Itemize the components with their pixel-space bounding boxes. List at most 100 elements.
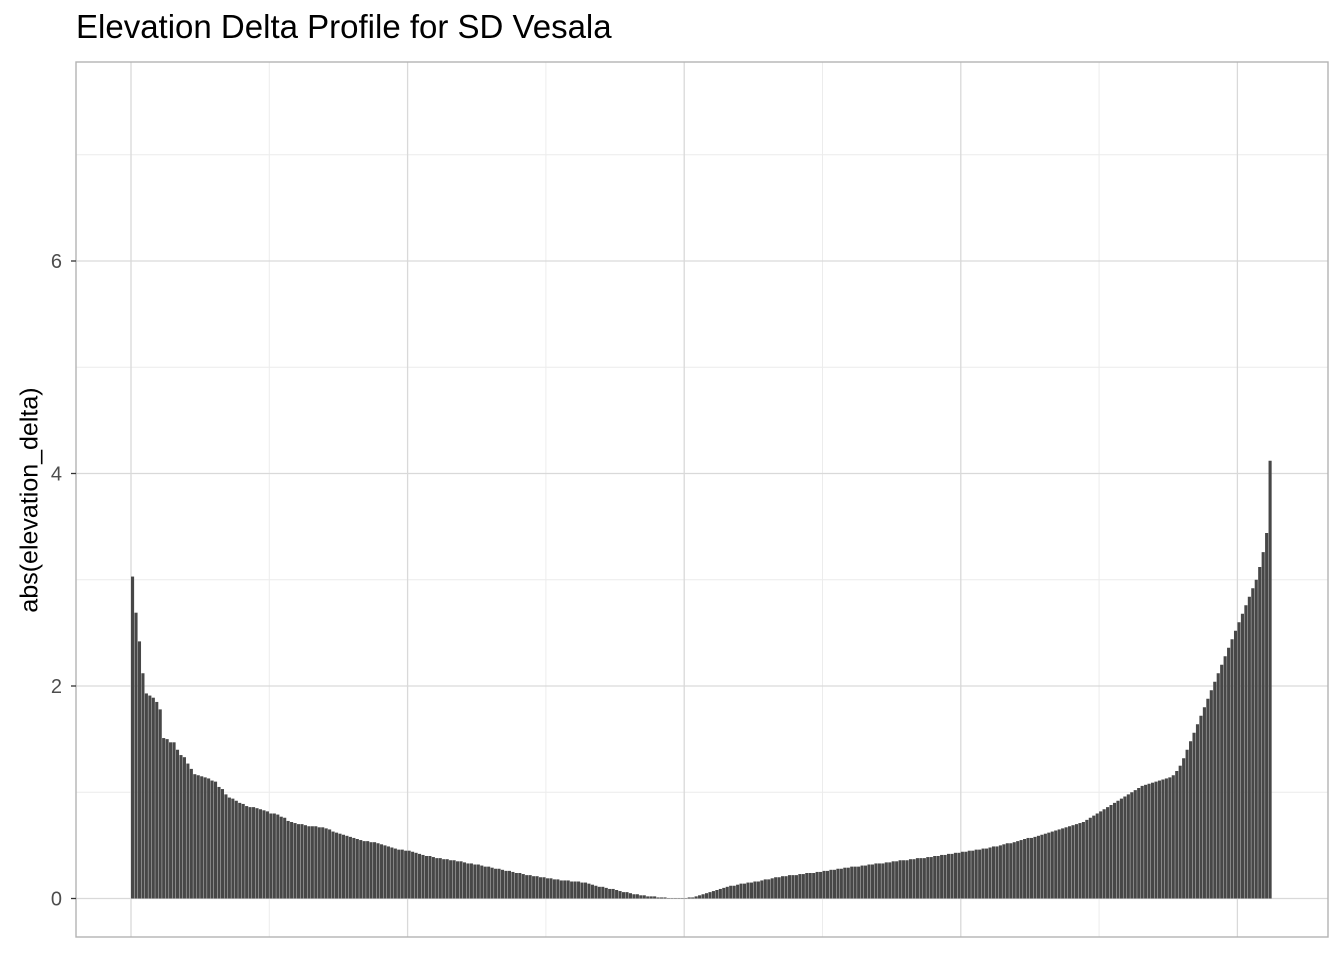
bar bbox=[615, 890, 619, 899]
bar bbox=[362, 841, 366, 899]
bar bbox=[559, 880, 563, 899]
bar bbox=[1019, 840, 1023, 899]
bar bbox=[974, 849, 978, 899]
bar bbox=[538, 877, 543, 899]
bar bbox=[234, 800, 238, 899]
bar bbox=[379, 844, 384, 899]
bar bbox=[760, 880, 764, 899]
bar bbox=[196, 775, 200, 899]
bar bbox=[563, 880, 567, 899]
bar bbox=[794, 875, 798, 899]
bar bbox=[462, 862, 467, 899]
bar bbox=[642, 895, 646, 899]
bar bbox=[601, 886, 605, 899]
bar bbox=[525, 875, 529, 899]
bar bbox=[864, 865, 868, 899]
bar bbox=[390, 847, 394, 899]
bar bbox=[507, 870, 511, 899]
bar bbox=[812, 873, 816, 899]
bar bbox=[494, 868, 498, 899]
bar bbox=[137, 641, 142, 899]
bar bbox=[210, 780, 214, 899]
bar bbox=[1023, 839, 1027, 899]
bar bbox=[960, 851, 964, 899]
bar bbox=[1112, 802, 1117, 899]
bar bbox=[1016, 841, 1020, 899]
bar bbox=[290, 822, 294, 899]
bar bbox=[1220, 664, 1224, 899]
bar bbox=[943, 854, 947, 899]
bar bbox=[628, 893, 632, 899]
bar bbox=[1240, 613, 1244, 899]
bar bbox=[1068, 826, 1072, 899]
bar bbox=[303, 825, 307, 899]
bar bbox=[542, 877, 546, 899]
bar bbox=[1213, 681, 1217, 899]
bar bbox=[476, 864, 480, 899]
bar bbox=[134, 612, 138, 899]
bar bbox=[832, 869, 836, 899]
bar bbox=[1175, 771, 1179, 899]
bar bbox=[241, 803, 245, 899]
bar bbox=[691, 897, 695, 899]
bar bbox=[573, 881, 577, 899]
bar bbox=[940, 854, 944, 899]
bar bbox=[310, 826, 314, 899]
bar bbox=[884, 862, 888, 899]
bar bbox=[1061, 828, 1065, 899]
bar bbox=[1095, 813, 1099, 899]
bar bbox=[483, 866, 487, 899]
bar bbox=[172, 742, 176, 899]
bar bbox=[307, 826, 311, 899]
bar bbox=[1258, 567, 1262, 899]
bar bbox=[500, 869, 505, 899]
bar bbox=[1237, 622, 1241, 899]
bar bbox=[283, 817, 287, 899]
bar bbox=[888, 862, 892, 899]
bar bbox=[953, 852, 958, 899]
bar bbox=[252, 807, 256, 899]
bar bbox=[1244, 605, 1248, 899]
bar bbox=[442, 859, 446, 899]
bar bbox=[1071, 825, 1075, 899]
bar bbox=[317, 827, 321, 899]
bar bbox=[839, 868, 843, 899]
bar bbox=[411, 851, 415, 899]
bar bbox=[532, 876, 536, 899]
bar bbox=[203, 777, 207, 899]
bar bbox=[1036, 835, 1040, 899]
bar bbox=[276, 814, 280, 899]
bar bbox=[487, 866, 491, 899]
bar bbox=[182, 757, 186, 899]
bar bbox=[632, 894, 636, 899]
bar bbox=[639, 895, 643, 899]
bar bbox=[846, 867, 850, 899]
bar bbox=[352, 837, 356, 899]
bar bbox=[822, 870, 826, 899]
bar bbox=[701, 894, 705, 899]
bar bbox=[1005, 843, 1009, 899]
bar bbox=[736, 884, 740, 899]
bar bbox=[1230, 639, 1234, 899]
minor-gridlines bbox=[76, 62, 1328, 937]
bar bbox=[971, 850, 975, 899]
bar bbox=[1054, 830, 1058, 899]
bar bbox=[376, 843, 380, 899]
bar bbox=[1168, 777, 1172, 899]
bar bbox=[445, 859, 449, 899]
bar bbox=[708, 892, 712, 899]
bar bbox=[338, 833, 342, 899]
bar bbox=[213, 781, 218, 899]
bar bbox=[535, 876, 539, 899]
bar bbox=[663, 897, 667, 899]
bar bbox=[625, 892, 629, 899]
y-tick-label: 4 bbox=[51, 464, 62, 486]
bar bbox=[179, 755, 183, 899]
bar bbox=[1050, 831, 1054, 899]
bar bbox=[272, 813, 276, 899]
bar bbox=[1081, 822, 1085, 899]
bar bbox=[570, 881, 574, 899]
bar bbox=[424, 856, 428, 899]
bar bbox=[725, 886, 729, 899]
bar bbox=[490, 867, 494, 899]
